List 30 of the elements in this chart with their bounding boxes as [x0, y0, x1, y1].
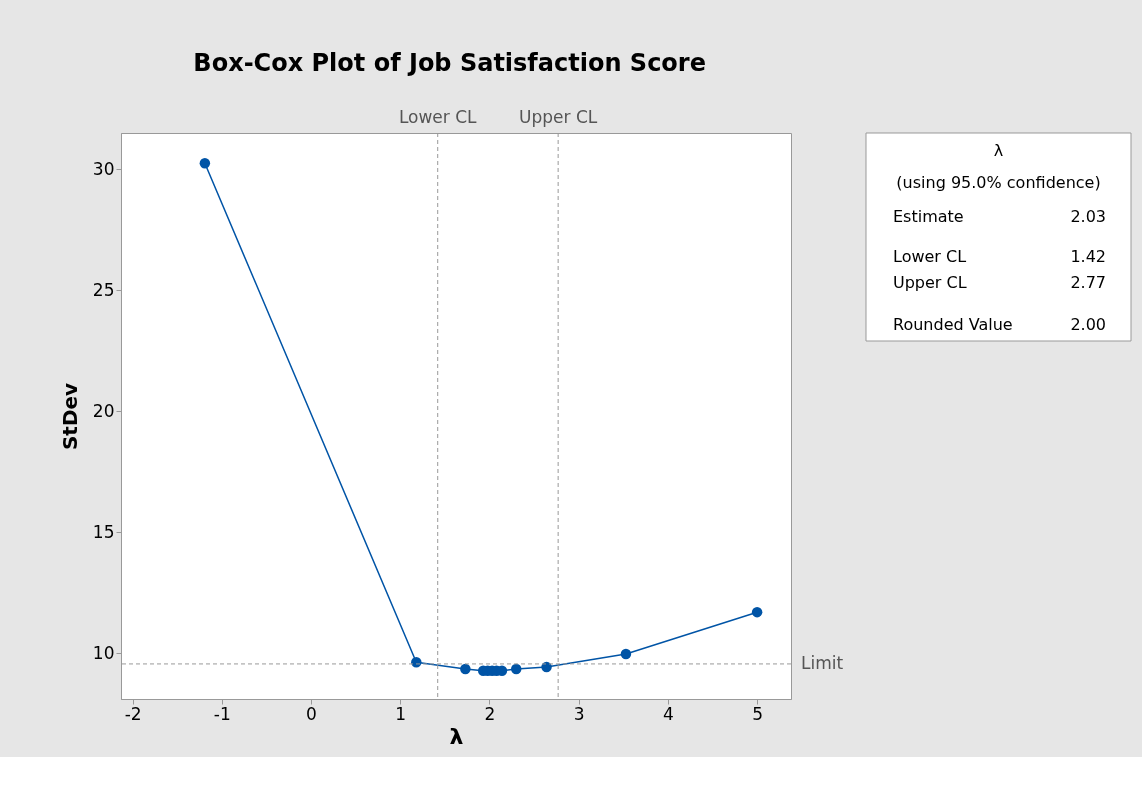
ref-line-label: Upper CL — [519, 107, 598, 127]
text: Rounded Value 2.00 — [893, 315, 1106, 334]
point — [620, 648, 632, 660]
chart-title: Box-Cox Plot of Job Satisfaction Score — [193, 49, 706, 77]
point — [751, 606, 763, 618]
x-tick-label: 5 — [752, 703, 764, 724]
point — [460, 663, 471, 675]
y-tick-label: 25 — [92, 279, 115, 300]
x-tick-label: 4 — [662, 703, 674, 724]
text: Lower CL 1.42 — [893, 247, 1106, 266]
ref-line-label: Limit — [801, 652, 844, 673]
x-tick-label: 3 — [573, 703, 585, 724]
text: (using 95.0% confidence) — [896, 173, 1101, 192]
y-tick-label: 20 — [92, 400, 115, 421]
y-axis-title: StDev — [57, 382, 82, 451]
x-tick-label: 2 — [484, 703, 496, 724]
ref-line-label: Lower CL — [398, 107, 478, 127]
point — [199, 158, 211, 169]
x-tick-label: -1 — [213, 703, 231, 724]
x-tick-label: -2 — [124, 703, 142, 724]
y-tick-label: 15 — [92, 521, 115, 542]
text: Upper CL 2.77 — [893, 273, 1106, 292]
y-tick-label: 10 — [92, 642, 115, 663]
x-tick-label: 1 — [395, 703, 407, 724]
text: λ — [993, 141, 1004, 160]
text: Estimate 2.03 — [893, 207, 1106, 226]
y-tick-label: 30 — [92, 158, 115, 179]
x-tick-label: 0 — [306, 703, 317, 724]
point — [510, 663, 522, 675]
x-axis-title: λ — [449, 723, 464, 749]
